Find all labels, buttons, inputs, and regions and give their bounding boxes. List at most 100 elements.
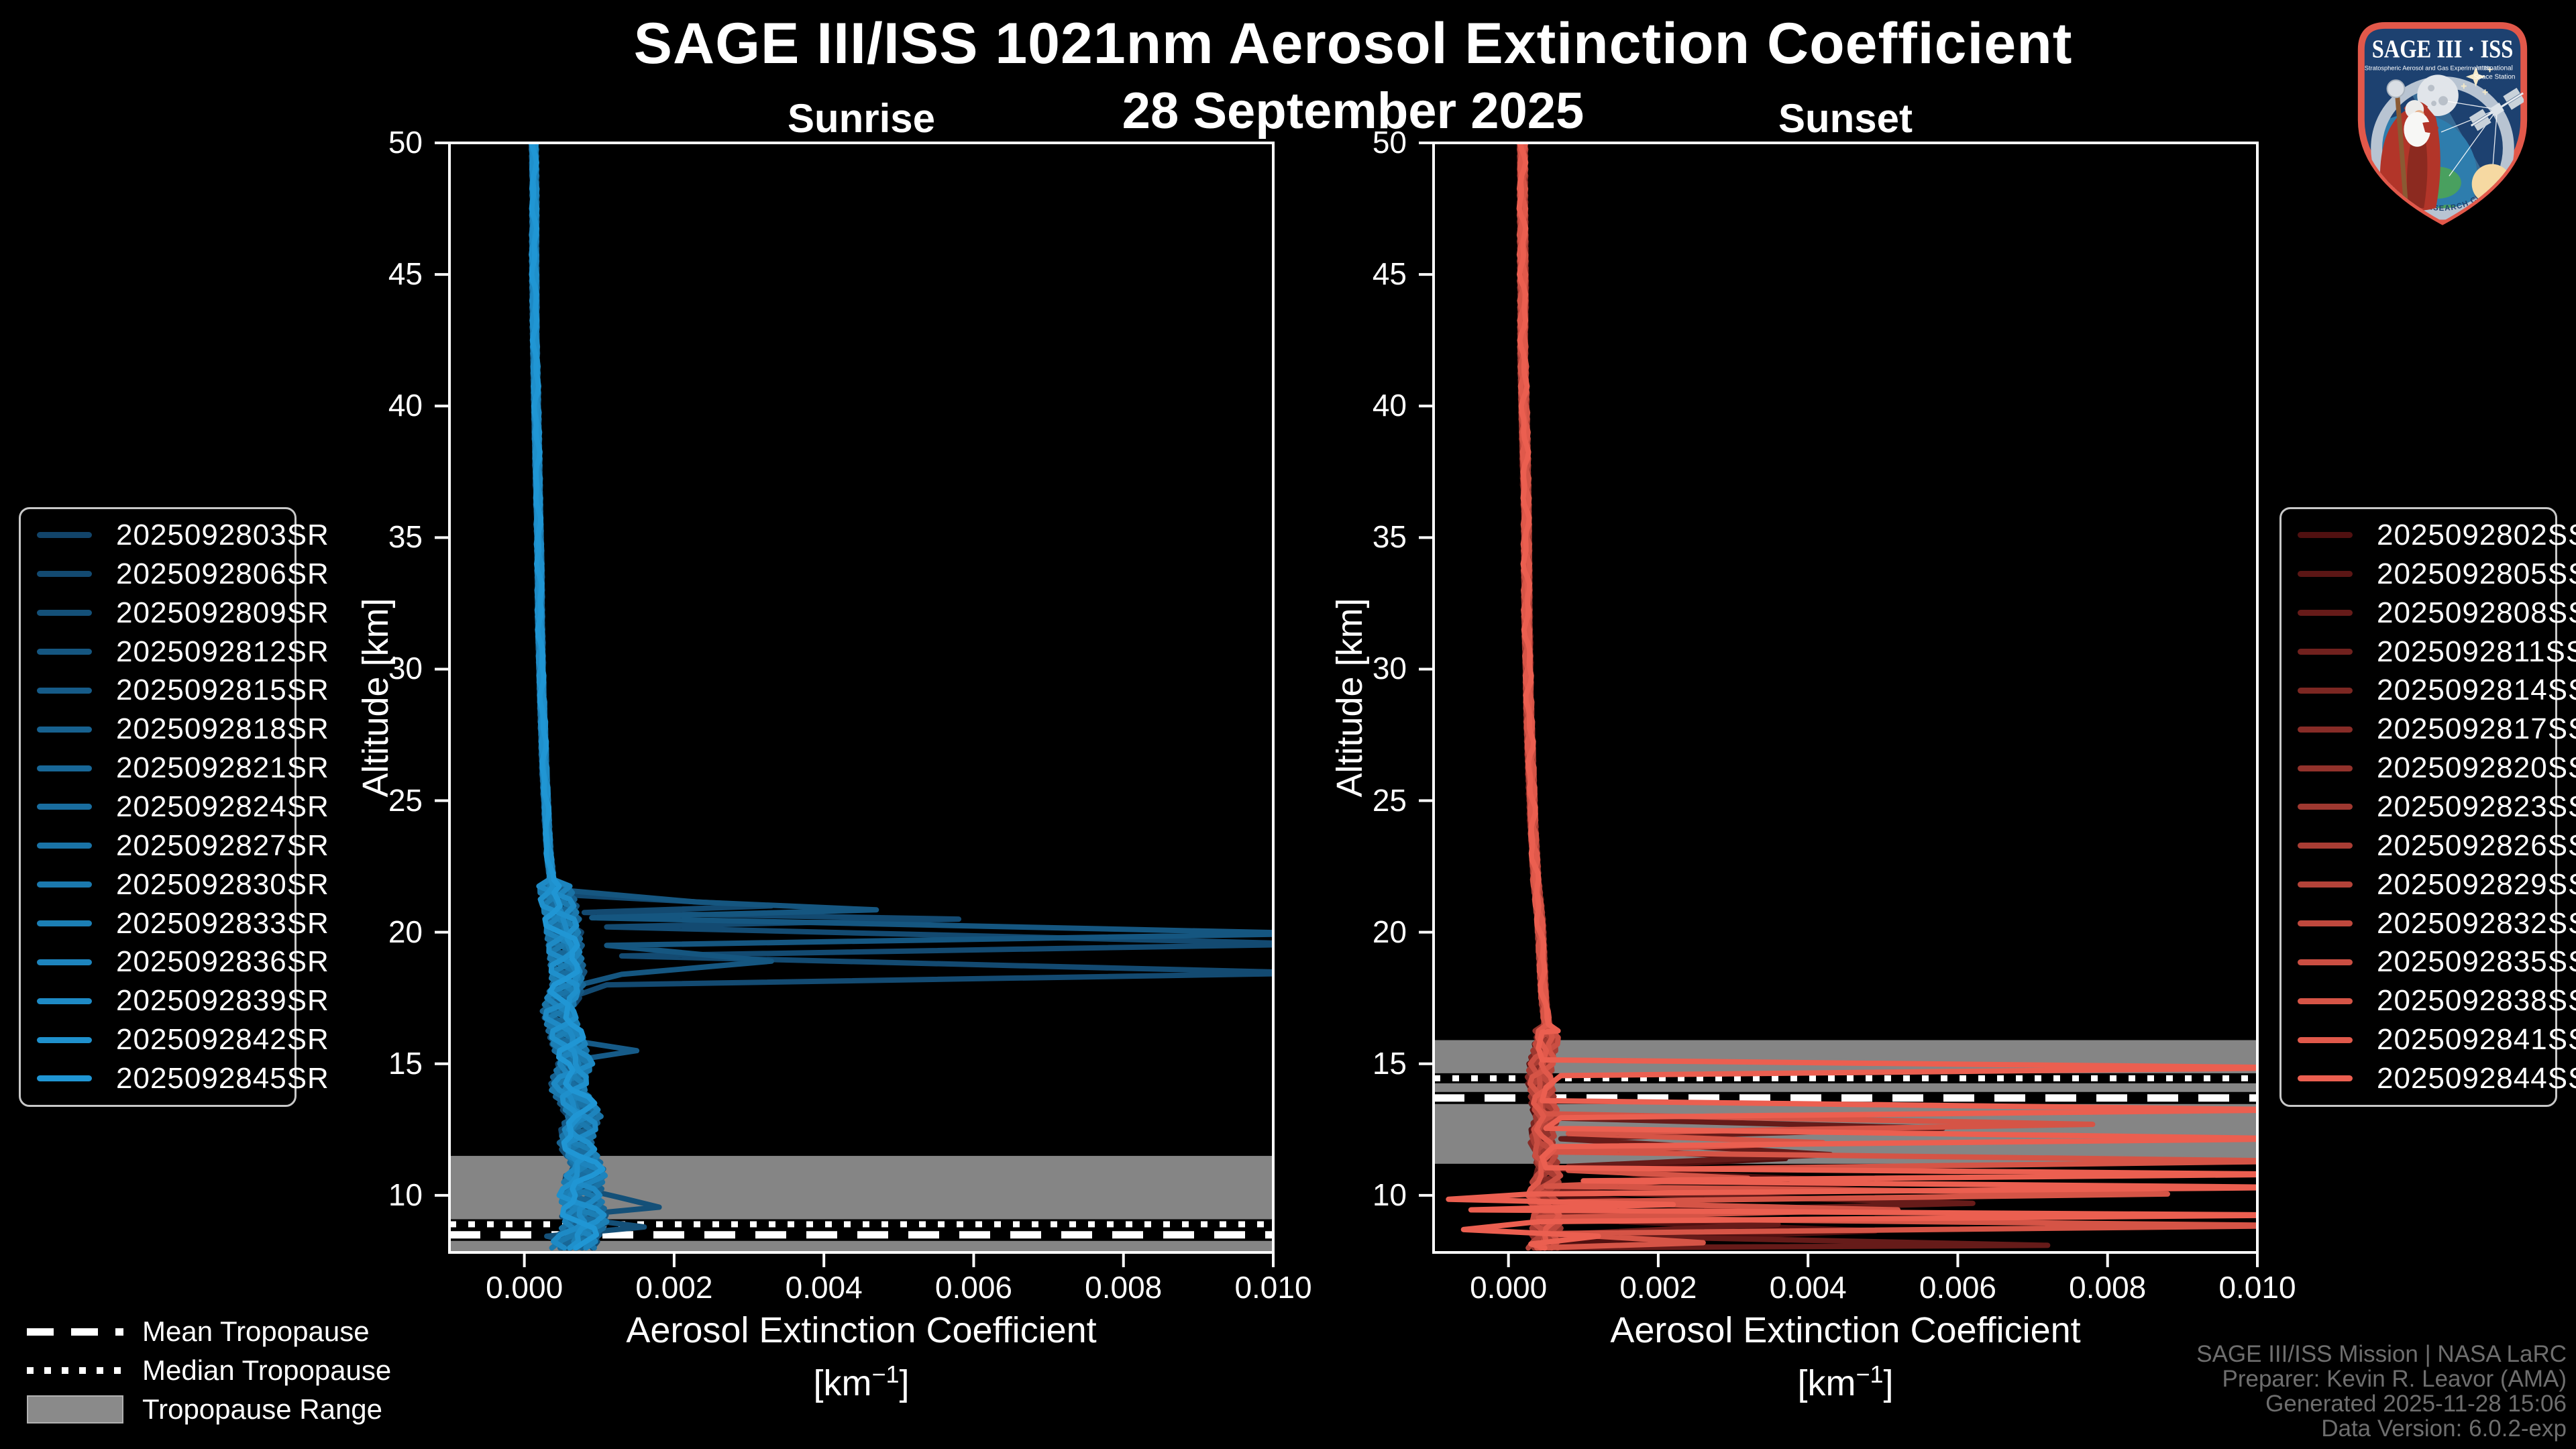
legend-line-swatch-icon	[37, 804, 92, 810]
y-tick-label: 30	[388, 651, 423, 686]
legend-row: 2025092805SS	[2282, 557, 2576, 591]
legend-line-swatch-icon	[2298, 649, 2353, 655]
legend-line-swatch-icon	[37, 1075, 92, 1082]
legend-entry-label: 2025092824SR	[116, 790, 329, 823]
figure-title: SAGE III/ISS 1021nm Aerosol Extinction C…	[633, 11, 2073, 76]
legend-entry-label: 2025092821SR	[116, 751, 329, 785]
sunrise-legend-box: 2025092803SR 2025092806SR 2025092809SR 2025…	[19, 507, 329, 1107]
legend-entry-label: 2025092811SS	[2377, 635, 2576, 668]
profile-2025092809SR	[528, 143, 662, 1251]
y-axis-label-sunrise: Altitude [km]	[356, 598, 396, 798]
footer-version-line: Data Version: 6.0.2-exp	[2321, 1415, 2567, 1442]
logo-subtitle-space-station: Space Station	[2474, 73, 2516, 80]
y-tick-label: 50	[1372, 125, 1407, 160]
axes-spines	[448, 142, 1275, 1254]
x-tick-label: 0.000	[486, 1270, 564, 1305]
legend-entry-label: 2025092832SS	[2377, 906, 2576, 940]
median-tropopause-row: Median Tropopause	[27, 1351, 391, 1390]
x-axis-units-sunrise: [km−1]	[449, 1360, 1273, 1404]
legend-line-swatch-icon	[2298, 998, 2353, 1004]
legend-line-swatch-icon	[37, 998, 92, 1004]
legend-line-swatch-icon	[2298, 804, 2353, 810]
x-tick-label: 0.002	[1619, 1270, 1697, 1305]
y-tick-label: 45	[1372, 256, 1407, 292]
units-prefix: [km	[1797, 1363, 1856, 1403]
legend-entry-label: 2025092808SS	[2377, 596, 2576, 629]
legend-line-swatch-icon	[2298, 765, 2353, 771]
y-axis-label-sunset: Altitude [km]	[1330, 598, 1370, 798]
y-tick-label: 20	[1372, 914, 1407, 949]
legend-entry-label: 2025092803SR	[116, 518, 329, 551]
x-tick-label: 0.000	[1470, 1270, 1548, 1305]
iss-icon	[2469, 87, 2524, 131]
y-tick-label: 50	[388, 125, 423, 160]
x-tick-label: 0.002	[635, 1270, 713, 1305]
legend-entry-label: 2025092841SS	[2377, 1023, 2576, 1057]
units-suffix: ]	[1883, 1363, 1894, 1403]
footer-preparer-line: Preparer: Kevin R. Leavor (AMA)	[2222, 1366, 2567, 1392]
legend-entry-label: 2025092845SR	[116, 1061, 329, 1095]
legend-entry-label: 2025092836SR	[116, 945, 329, 979]
legend-row: 2025092827SR	[21, 829, 329, 863]
legend-line-swatch-icon	[37, 920, 92, 927]
legend-row: 2025092802SS	[2282, 519, 2576, 552]
legend-line-swatch-icon	[2298, 571, 2353, 578]
wizard-icon	[2379, 79, 2440, 215]
legend-entry-label: 2025092839SR	[116, 984, 329, 1018]
legend-line-swatch-icon	[2298, 532, 2353, 539]
tropopause-range-swatch-icon	[27, 1395, 123, 1424]
legend-entry-label: 2025092820SS	[2377, 751, 2576, 785]
y-tick-label: 20	[388, 914, 423, 949]
y-tick-label: 25	[1372, 782, 1407, 818]
legend-line-swatch-icon	[2298, 1075, 2353, 1082]
legend-row: 2025092808SS	[2282, 596, 2576, 630]
x-tick-label: 0.010	[2218, 1270, 2296, 1305]
legend-line-swatch-icon	[37, 726, 92, 733]
legend-entry-label: 2025092838SS	[2377, 984, 2576, 1018]
profile-2025092844SS	[1446, 143, 2257, 1251]
y-tick-label: 10	[388, 1177, 423, 1212]
profile-2025092806SR	[529, 143, 1273, 1251]
legend-entry-label: 2025092833SR	[116, 906, 329, 940]
footer-mission-line: SAGE III/ISS Mission | NASA LaRC	[2196, 1341, 2567, 1367]
sunset-legend-box: 2025092802SS 2025092805SS 2025092808SS 2025…	[2279, 507, 2576, 1107]
x-tick-label: 0.008	[1085, 1270, 1163, 1305]
legend-entry-label: 2025092823SS	[2377, 790, 2576, 823]
footer-generated-line: Generated 2025-11-28 15:06	[2265, 1391, 2567, 1417]
moon-icon	[2417, 74, 2459, 117]
legend-entry-label: 2025092826SS	[2377, 828, 2576, 862]
small-stars-icon	[2461, 66, 2493, 95]
legend-row: 2025092844SS	[2282, 1062, 2576, 1095]
legend-row: 2025092811SS	[2282, 635, 2576, 669]
y-tick-label: 15	[388, 1045, 423, 1081]
legend-entry-label: 2025092814SS	[2377, 674, 2576, 707]
panel-title-sunrise: Sunrise	[787, 96, 936, 141]
logo-subtitle-international: International	[2476, 64, 2513, 72]
units-prefix: [km	[813, 1363, 872, 1403]
x-tick-label: 0.010	[1234, 1270, 1312, 1305]
legend-line-swatch-icon	[37, 1036, 92, 1043]
legend-row: 2025092823SS	[2282, 790, 2576, 824]
legend-row: 2025092803SR	[21, 519, 329, 552]
legend-line-swatch-icon	[2298, 610, 2353, 616]
y-tick-label: 10	[1372, 1177, 1407, 1212]
legend-line-swatch-icon	[37, 843, 92, 849]
legend-row: 2025092824SR	[21, 790, 329, 824]
legend-line-swatch-icon	[2298, 687, 2353, 694]
legend-entry-label: 2025092815SR	[116, 674, 329, 707]
legend-row: 2025092839SR	[21, 984, 329, 1018]
legend-entry-label: 2025092802SS	[2377, 518, 2576, 551]
y-tick-label: 40	[388, 388, 423, 423]
y-tick-label: 30	[1372, 651, 1407, 686]
legend-row: 2025092830SR	[21, 868, 329, 902]
legend-row: 2025092833SR	[21, 907, 329, 941]
legend-line-swatch-icon	[2298, 881, 2353, 888]
median-tropopause-label: Median Tropopause	[142, 1354, 392, 1386]
legend-entry-label: 2025092835SS	[2377, 945, 2576, 979]
legend-entry-label: 2025092842SR	[116, 1023, 329, 1057]
legend-line-swatch-icon	[2298, 843, 2353, 849]
y-tick-label: 35	[1372, 519, 1407, 555]
legend-row: 2025092838SS	[2282, 984, 2576, 1018]
legend-entry-label: 2025092812SR	[116, 635, 329, 668]
